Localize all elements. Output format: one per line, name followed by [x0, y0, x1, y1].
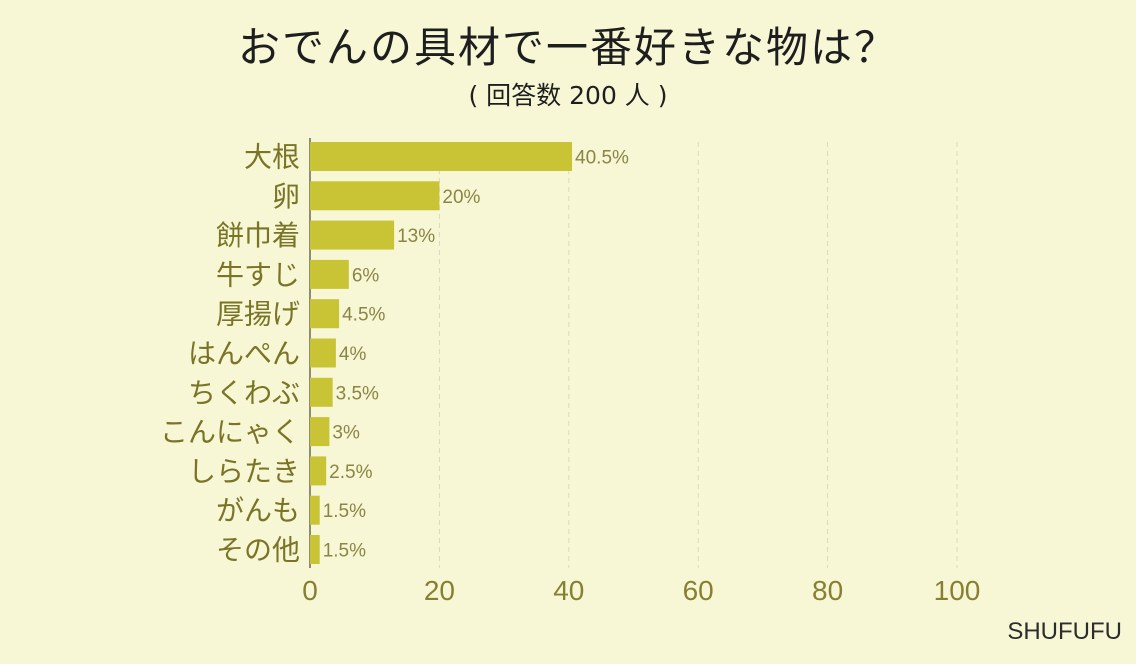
brand-label: SHUFUFU	[1007, 618, 1122, 645]
category-label: こんにゃく	[160, 416, 300, 449]
category-label: がんも	[216, 494, 300, 527]
category-label: その他	[216, 534, 300, 567]
category-label: 牛すじ	[216, 258, 300, 291]
chart-subtitle: ( 回答数 200 人 )	[468, 81, 668, 110]
x-tick-label: 20	[424, 575, 455, 606]
category-label: ちくわぶ	[188, 376, 300, 409]
x-tick-label: 40	[553, 575, 584, 606]
data-label: 1.5%	[323, 501, 366, 522]
bar-7	[310, 417, 330, 447]
data-label: 1.5%	[323, 541, 366, 562]
data-label: 6%	[352, 265, 380, 286]
bar-layer	[310, 142, 573, 564]
category-label: 餅巾着	[216, 219, 300, 252]
bar-1	[310, 181, 440, 211]
category-label: 卵	[272, 180, 300, 213]
category-label: しらたき	[188, 455, 300, 488]
x-tick-label: 0	[302, 575, 318, 606]
data-label: 4%	[339, 344, 367, 365]
bar-10	[310, 535, 320, 564]
category-label: はんぺん	[188, 337, 300, 370]
data-label: 3%	[332, 423, 360, 444]
text-layer: 大根 40.5% 卵 20% 餅巾着 13% 牛すじ 6% 厚揚げ 4.5% はんぺん 4% ちくわぶ 3…	[160, 141, 980, 607]
data-label: 20%	[442, 187, 480, 208]
chart-title: おでんの具材で一番好きな物は？	[237, 23, 898, 72]
bar-6	[310, 377, 333, 407]
data-label: 13%	[397, 226, 435, 247]
bar-2	[310, 220, 395, 250]
data-label: 2.5%	[329, 462, 372, 483]
x-tick-label: 100	[934, 575, 981, 606]
bar-3	[310, 259, 349, 289]
bar-5	[310, 338, 336, 368]
category-label: 厚揚げ	[216, 298, 300, 331]
x-tick-label: 60	[683, 575, 714, 606]
data-label: 40.5%	[575, 148, 629, 169]
bar-9	[310, 495, 320, 525]
data-label: 4.5%	[342, 305, 385, 326]
bar-4	[310, 299, 340, 329]
bar-8	[310, 456, 327, 486]
x-tick-label: 80	[812, 575, 843, 606]
category-label: 大根	[244, 141, 300, 174]
bar-0	[310, 142, 573, 171]
data-label: 3.5%	[336, 383, 379, 404]
